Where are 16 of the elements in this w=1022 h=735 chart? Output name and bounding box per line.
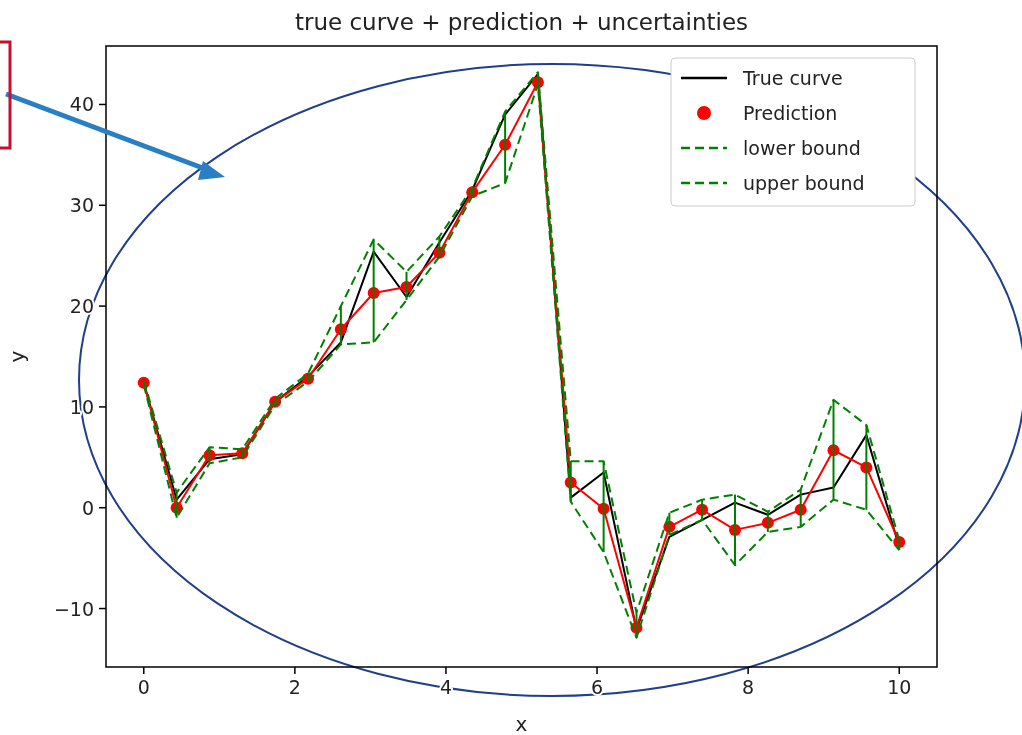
y-axis-title: y [5,350,29,363]
x-tick-label: 10 [887,676,912,698]
y-tick-label: 30 [69,194,94,217]
legend-label: Prediction [743,102,838,124]
x-axis-title: x [515,712,528,735]
legend-label: True curve [742,67,843,89]
y-tick-label: −10 [53,597,94,620]
y-tick-label: 0 [81,496,94,519]
x-tick-label: 8 [742,676,755,698]
x-tick-label: 0 [137,676,150,698]
x-tick-label: 2 [288,676,301,698]
legend-label: lower bound [743,137,861,159]
legend-label: upper bound [743,172,865,194]
y-tick-label: 40 [69,93,94,116]
x-tick-label: 6 [591,676,604,698]
chart-title: true curve + prediction + uncertainties [294,9,749,35]
